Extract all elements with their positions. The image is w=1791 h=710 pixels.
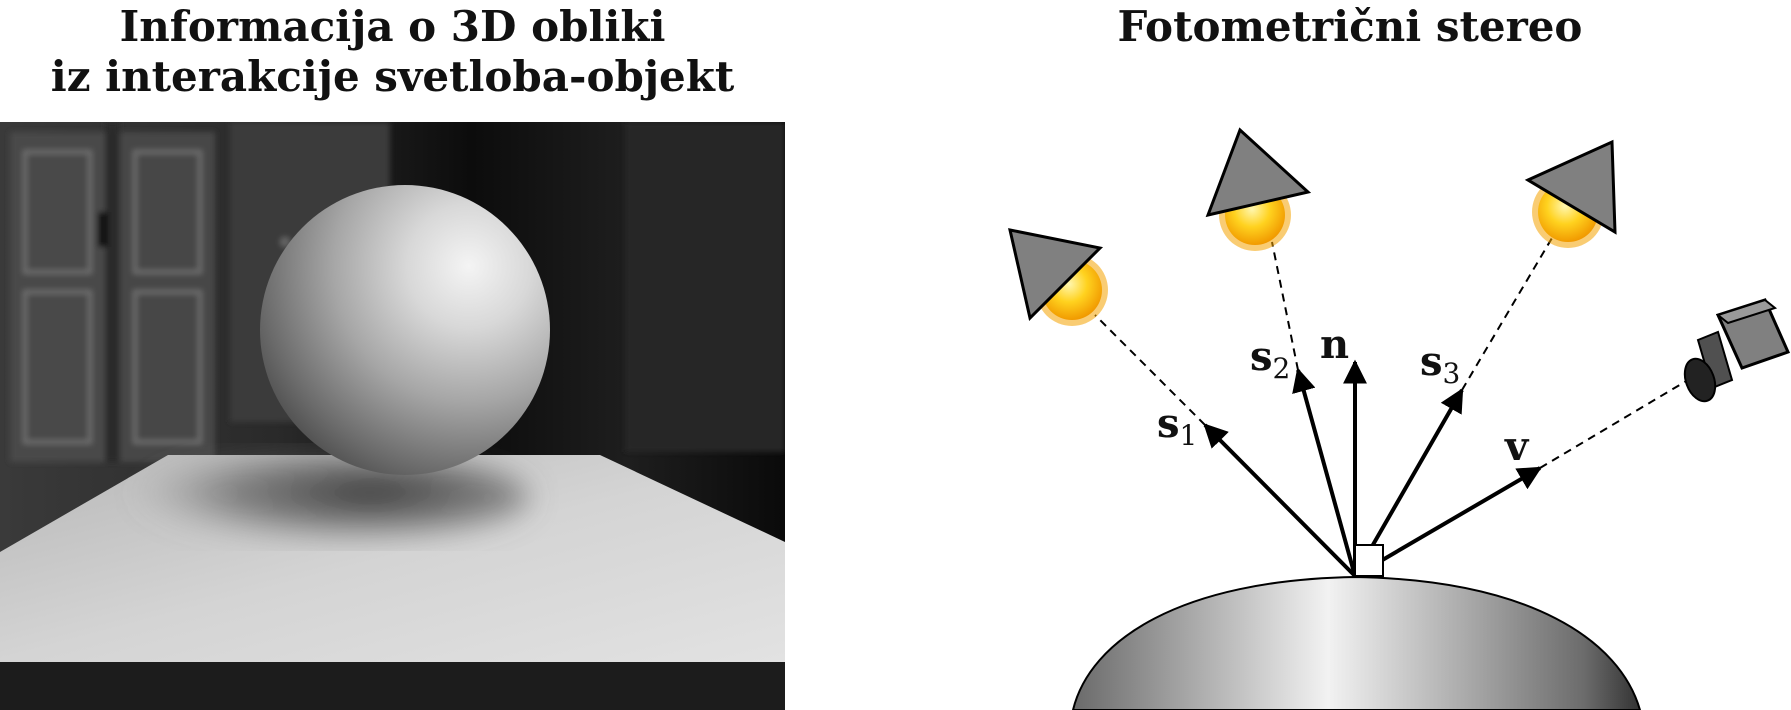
label-v: v <box>1504 423 1530 470</box>
vectors <box>1203 359 1543 578</box>
light-source-2 <box>1205 127 1312 251</box>
left-title-line-1: Informacija o 3D obliki <box>119 2 666 51</box>
vector-v <box>1353 466 1543 578</box>
sphere-shadow <box>130 452 530 542</box>
label-s2: s2 <box>1250 333 1290 385</box>
sun-icon <box>1219 179 1291 251</box>
table-edge <box>0 662 785 710</box>
left-panel-title: Informacija o 3D obliki iz interakcije s… <box>0 2 785 102</box>
camera-icon <box>1683 298 1791 403</box>
sphere-photo <box>0 122 785 710</box>
vector-s3 <box>1353 387 1464 577</box>
sphere <box>260 185 550 475</box>
surface-dome <box>1071 575 1642 710</box>
light-source-icon <box>1008 228 1104 321</box>
right-panel-title: Fotometrični stereo <box>1117 2 1583 51</box>
label-n: n <box>1320 321 1349 368</box>
label-s1: s1 <box>1157 400 1197 452</box>
surface-patch <box>1354 544 1384 577</box>
label-s3: s3 <box>1420 338 1460 390</box>
dashed-lines <box>1094 237 1689 469</box>
vector-s1 <box>1203 423 1357 578</box>
light-source-1 <box>1008 228 1108 326</box>
vector-s2 <box>1292 367 1357 577</box>
light-source-3 <box>1524 139 1617 248</box>
sun-icon <box>1532 176 1604 248</box>
light-source-icon <box>1524 139 1617 235</box>
sun-icon <box>1036 254 1108 326</box>
left-title-line-2: iz interakcije svetloba-objekt <box>50 52 735 101</box>
light-source-icon <box>1205 127 1312 218</box>
